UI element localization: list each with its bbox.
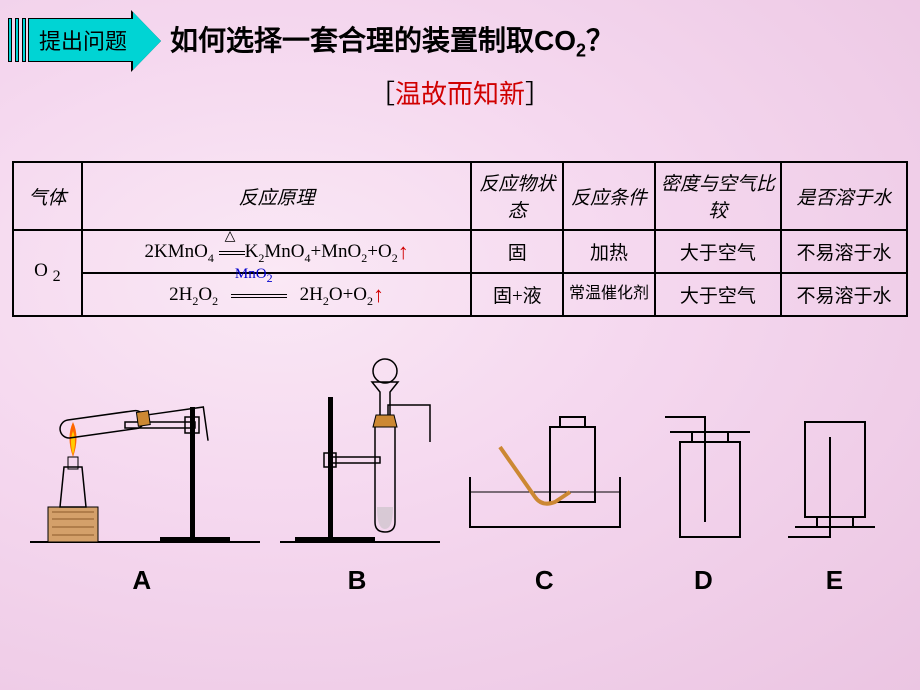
apparatus-d <box>650 407 760 547</box>
state-cell: 固+液 <box>471 273 563 316</box>
condition-cell: 常温催化剂 <box>563 273 655 316</box>
header-principle: 反应原理 <box>82 162 472 230</box>
label-d: D <box>638 565 769 596</box>
section-arrow: 提出问题 <box>28 18 134 62</box>
state-cell: 固 <box>471 230 563 273</box>
header-row: 提出问题 如何选择一套合理的装置制取CO2？ <box>0 0 920 62</box>
soluble-cell: 不易溶于水 <box>781 230 907 273</box>
gas-arrow-icon: ↑ <box>373 282 384 308</box>
apparatus-row <box>20 347 900 547</box>
apparatus-c <box>460 407 630 547</box>
condition-cell: 加热 <box>563 230 655 273</box>
apparatus-a <box>30 367 260 547</box>
density-cell: 大于空气 <box>655 230 781 273</box>
apparatus-e <box>780 407 890 547</box>
subtitle: ［温故而知新］ <box>0 74 920 111</box>
density-cell: 大于空气 <box>655 273 781 316</box>
header-gas: 气体 <box>13 162 82 230</box>
gas-arrow-icon: ↑ <box>398 239 409 265</box>
apparatus-a-icon <box>30 367 260 547</box>
apparatus-d-icon <box>650 407 760 547</box>
table-header-row: 气体 反应原理 反应物状态 反应条件 密度与空气比较 是否溶于水 <box>13 162 907 230</box>
gas-cell: O 2 <box>13 230 82 316</box>
header-density: 密度与空气比较 <box>655 162 781 230</box>
soluble-cell: 不易溶于水 <box>781 273 907 316</box>
label-e: E <box>769 565 900 596</box>
apparatus-e-icon <box>780 407 890 547</box>
header-soluble: 是否溶于水 <box>781 162 907 230</box>
equation-1: 2KMnO4 △ K2MnO4+MnO2+O2↑ <box>82 230 472 273</box>
label-b: B <box>263 565 450 596</box>
label-c: C <box>451 565 638 596</box>
header-condition: 反应条件 <box>563 162 655 230</box>
label-row: A B C D E <box>20 565 900 596</box>
table-row: 2H2O2 MnO2 2H2O+O2↑ 固+液 常温催化剂 大于空气 不易溶于水 <box>13 273 907 316</box>
decorative-bars <box>8 18 26 62</box>
table-row: O 2 2KMnO4 △ K2MnO4+MnO2+O2↑ 固 加热 大于空气 不… <box>13 230 907 273</box>
label-a: A <box>20 565 263 596</box>
equation-2: 2H2O2 MnO2 2H2O+O2↑ <box>82 273 472 316</box>
reaction-table: 气体 反应原理 反应物状态 反应条件 密度与空气比较 是否溶于水 O 2 2KM… <box>12 161 908 317</box>
arrow-label: 提出问题 <box>39 24 127 56</box>
apparatus-b-icon <box>280 357 440 547</box>
page-title: 如何选择一套合理的装置制取CO2？ <box>170 19 614 62</box>
header-state: 反应物状态 <box>471 162 563 230</box>
apparatus-c-icon <box>460 407 630 547</box>
apparatus-b <box>280 357 440 547</box>
